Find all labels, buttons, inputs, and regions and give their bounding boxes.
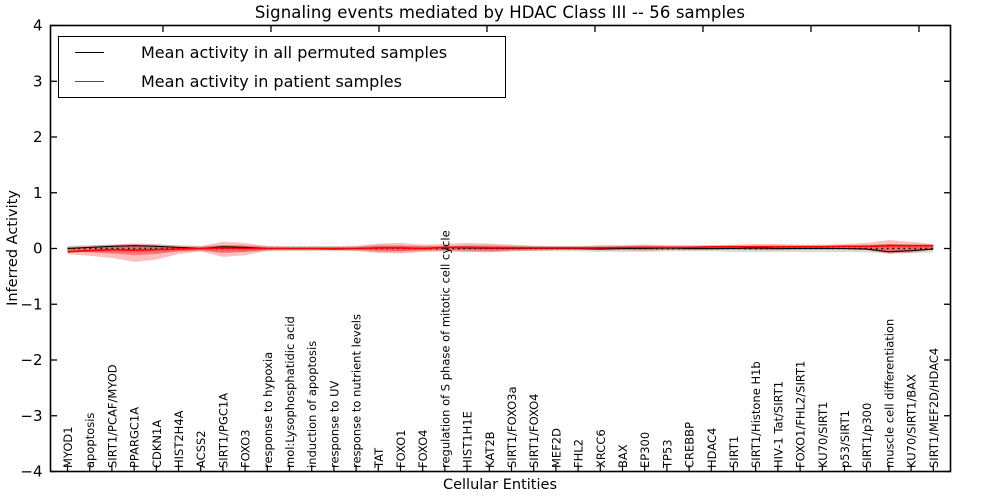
legend-label: Mean activity in all permuted samples <box>141 42 448 62</box>
category-label: SIRT1/Histone H1b <box>749 361 763 468</box>
category-label: KU70/SIRT1 <box>816 402 830 468</box>
category-label: PPARGC1A <box>128 407 142 468</box>
category-label: TAT <box>372 447 386 469</box>
category-label: KU70/SIRT1/BAX <box>905 374 919 468</box>
category-label: SIRT1/FOXO3a <box>505 386 519 468</box>
y-tick-label: −1 <box>20 295 42 313</box>
category-label: response to UV <box>327 380 341 468</box>
category-label: CREBBP <box>683 422 697 468</box>
x-axis-label: Cellular Entities <box>442 477 558 493</box>
chart-title: Signaling events mediated by HDAC Class … <box>254 3 746 22</box>
y-tick-label: 3 <box>33 72 43 90</box>
y-tick-label: 4 <box>33 17 43 35</box>
line-patient-mean <box>67 244 934 253</box>
y-tick-label: −2 <box>20 351 42 369</box>
legend-label: Mean activity in patient samples <box>141 72 402 92</box>
legend-item-patient: Mean activity in patient samples <box>59 67 505 96</box>
category-label: HIST1H1E <box>461 411 475 468</box>
patient-line-swatch <box>75 81 104 83</box>
category-label: SIRT1/p300 <box>860 403 874 468</box>
y-tick-label: 1 <box>33 184 43 202</box>
category-label: SIRT1/PGC1A <box>216 393 230 468</box>
band-patient-sample-range-outer <box>67 240 934 262</box>
category-label: muscle cell differentiation <box>882 319 896 468</box>
category-label: mol:Lysophosphatidic acid <box>283 316 297 468</box>
y-tick-label: −4 <box>20 463 42 481</box>
permuted-line-swatch <box>75 51 104 53</box>
category-label: SIRT1 <box>727 436 741 468</box>
category-label: FOXO3 <box>239 430 253 468</box>
category-label: FOXO1/FHL2/SIRT1 <box>794 361 808 468</box>
category-label: FOXO1 <box>394 430 408 468</box>
category-label: MYOD1 <box>61 426 75 468</box>
y-axis-label: Inferred Activity <box>5 190 21 306</box>
y-tick-label: −3 <box>20 407 42 425</box>
category-label: response to hypoxia <box>261 352 275 468</box>
category-label: regulation of S phase of mitotic cell cy… <box>438 230 452 468</box>
legend: Mean activity in all permuted samples Me… <box>58 36 506 98</box>
legend-item-permuted: Mean activity in all permuted samples <box>59 38 505 67</box>
y-tick-label: 2 <box>33 128 43 146</box>
category-label: SIRT1/FOXO4 <box>527 393 541 468</box>
category-label: HIST2H4A <box>172 410 186 468</box>
category-label: BAX <box>616 444 630 468</box>
category-label: TP53 <box>660 439 674 469</box>
y-tick-label: 0 <box>33 240 43 258</box>
category-label: CDKN1A <box>150 420 164 468</box>
category-label: induction of apoptosis <box>305 341 319 468</box>
category-label: KAT2B <box>483 431 497 468</box>
category-label: HDAC4 <box>705 428 719 468</box>
category-label: FOXO4 <box>416 430 430 468</box>
category-label: apoptosis <box>83 413 97 468</box>
category-label: ACSS2 <box>194 430 208 468</box>
category-label: MEF2D <box>549 428 563 468</box>
category-label: SIRT1/PCAF/MYOD <box>105 364 119 468</box>
category-label: SIRT1/MEF2D/HDAC4 <box>927 348 941 468</box>
category-label: XRCC6 <box>594 429 608 468</box>
category-label: HIV-1 Tat/SIRT1 <box>771 381 785 468</box>
category-label: FHL2 <box>572 439 586 468</box>
category-label: response to nutrient levels <box>350 314 364 468</box>
category-label: EP300 <box>638 432 652 468</box>
category-label: p53/SIRT1 <box>838 410 852 468</box>
